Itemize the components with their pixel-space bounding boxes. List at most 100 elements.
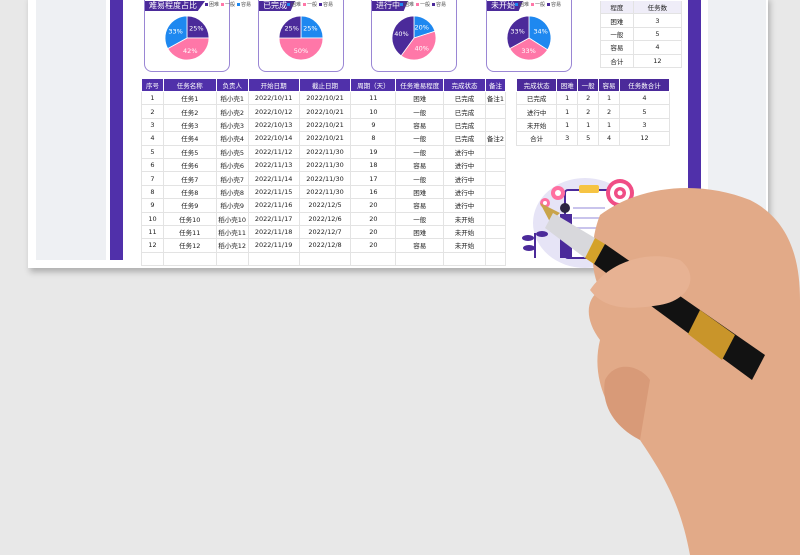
table-cell: 稻小壳1 bbox=[215, 90, 249, 106]
plant-icon bbox=[522, 231, 548, 258]
status-summary-table: 完成状态 困难 一般 容易 任务数合计 已完成 1 2 1 4 进行中 1 2 2 5 未开始 1 1 1 3 合计 3… bbox=[515, 78, 671, 146]
legend-label: 困难 bbox=[404, 2, 415, 8]
pie-slice bbox=[186, 15, 210, 39]
legend-swatch bbox=[205, 3, 208, 6]
pie-legend: 困难 一般 容易 bbox=[285, 1, 333, 9]
pie-data-label: 34% bbox=[533, 28, 547, 36]
pie-card: 已完成 困难 一般 容易 25% 50% 25% bbox=[258, 0, 344, 72]
table-cell: 合计 bbox=[515, 131, 558, 146]
legend-swatch bbox=[319, 3, 323, 6]
table-row: 10 任务10 稻小壳10 2022/11/17 2022/12/6 20 一般 未开始 bbox=[141, 211, 507, 226]
pie-slice bbox=[167, 37, 210, 61]
table-cell: 5 bbox=[577, 131, 600, 146]
legend-label: 容易 bbox=[436, 2, 447, 8]
legend-label: 困难 bbox=[519, 2, 530, 8]
pie-data-label: 20% bbox=[415, 23, 429, 31]
left-margin-panel bbox=[36, 0, 106, 260]
table-cell: 2022/10/12 bbox=[247, 104, 300, 119]
column-header: 容易 bbox=[598, 78, 620, 92]
legend-swatch bbox=[287, 3, 290, 6]
column-header: 一般 bbox=[577, 78, 600, 92]
pie-chart: 25% 50% 25% bbox=[278, 15, 324, 61]
legend-swatch bbox=[400, 3, 403, 6]
pie-legend: 困难 一般 容易 bbox=[203, 1, 251, 9]
table-row: 2 任务2 稻小壳2 2022/10/12 2022/10/21 10 一般 已完成 bbox=[141, 104, 507, 119]
table-cell: 12 bbox=[618, 131, 671, 146]
legend-swatch bbox=[416, 3, 420, 6]
table-row: 困难 3 bbox=[600, 13, 683, 28]
legend-label: 一般 bbox=[307, 2, 318, 8]
table-cell bbox=[350, 251, 397, 267]
pie-title: 未开始 bbox=[487, 1, 523, 11]
legend-label: 容易 bbox=[551, 2, 562, 8]
legend-label: 容易 bbox=[241, 2, 252, 8]
table-cell: 稻小壳10 bbox=[215, 211, 249, 226]
legend-label: 一般 bbox=[225, 2, 236, 8]
table-row: 6 任务6 稻小壳6 2022/11/13 2022/11/30 18 容易 进行中 bbox=[141, 157, 507, 173]
column-header: 任务数合计 bbox=[618, 78, 671, 92]
legend-swatch bbox=[531, 3, 535, 6]
table-cell: 4 bbox=[618, 90, 671, 106]
pie-chart: 25% 42% 33% bbox=[164, 15, 210, 61]
legend-label: 困难 bbox=[209, 2, 220, 8]
legend-label: 容易 bbox=[323, 2, 334, 8]
legend-swatch bbox=[515, 3, 518, 6]
thumb bbox=[590, 256, 691, 308]
table-row: 12 任务12 稻小壳12 2022/11/19 2022/12/8 20 容易 未开始 bbox=[141, 238, 507, 253]
column-header: 截止日期 bbox=[298, 78, 352, 92]
table-cell: 1 bbox=[556, 90, 579, 106]
legend-swatch bbox=[432, 3, 436, 6]
table-cell: 2022/10/21 bbox=[298, 104, 352, 119]
table-cell: 12 bbox=[632, 53, 683, 68]
legend-label: 困难 bbox=[291, 2, 302, 8]
legend-swatch bbox=[221, 3, 225, 6]
pen-grip bbox=[545, 213, 595, 258]
table-cell: 2022/10/21 bbox=[298, 90, 352, 106]
table-cell: 10 bbox=[350, 104, 397, 119]
pie-chart: 20% 40% 40% bbox=[391, 15, 437, 61]
legend-label: 一般 bbox=[420, 2, 431, 8]
column-header: 开始日期 bbox=[247, 78, 300, 92]
legend-label: 一般 bbox=[535, 2, 546, 8]
pie-data-label: 33% bbox=[168, 27, 182, 35]
legend-swatch bbox=[547, 3, 551, 6]
table-row: 已完成 1 2 1 4 bbox=[515, 90, 671, 106]
pie-card: 未开始 困难 一般 容易 34% 33% 33% bbox=[486, 0, 572, 72]
table-cell: 备注1 bbox=[484, 90, 507, 106]
pie-slice bbox=[278, 15, 302, 39]
pie-slice bbox=[400, 30, 437, 61]
table-cell: 5 bbox=[618, 104, 671, 119]
legend-swatch bbox=[303, 3, 307, 6]
table-cell bbox=[484, 251, 507, 267]
table-cell bbox=[298, 251, 352, 267]
pie-chart: 34% 33% 33% bbox=[506, 15, 552, 61]
table-cell: 3 bbox=[632, 13, 683, 28]
table-cell: 4 bbox=[632, 40, 683, 55]
table-cell: 2022/11/30 bbox=[298, 157, 352, 173]
table-cell: 11 bbox=[350, 90, 397, 106]
pie-title: 难易程度占比 bbox=[145, 1, 205, 11]
table-row: 1 任务1 稻小壳1 2022/10/11 2022/10/21 11 困难 已完成 备注1 bbox=[141, 90, 507, 106]
table-row: 未开始 1 1 1 3 bbox=[515, 117, 671, 133]
empty-row bbox=[141, 251, 507, 267]
pie-slice bbox=[164, 15, 188, 50]
pie-data-label: 25% bbox=[284, 25, 298, 33]
table-cell bbox=[215, 251, 249, 267]
pie-legend: 困难 一般 容易 bbox=[398, 1, 446, 9]
table-cell bbox=[484, 104, 507, 119]
table-row: 合计 12 bbox=[600, 53, 683, 68]
pie-title: 进行中 bbox=[372, 1, 408, 11]
table-row: 11 任务11 稻小壳11 2022/11/18 2022/12/7 20 困难 未开始 bbox=[141, 224, 507, 240]
legend-swatch bbox=[237, 3, 241, 6]
column-header: 备注 bbox=[484, 78, 507, 92]
pie-card: 进行中 困难 一般 容易 20% 40% 40% bbox=[371, 0, 457, 72]
pie-data-label: 50% bbox=[294, 47, 308, 55]
pie-data-label: 25% bbox=[303, 25, 317, 33]
table-cell: 稻小壳2 bbox=[215, 104, 249, 119]
pie-slice bbox=[278, 37, 324, 61]
pie-title: 已完成 bbox=[259, 1, 295, 11]
task-table: 序号 任务名称 负责人 开始日期 截止日期 周期（天） 任务难易程度 完成状态 备注 1 任务1 稻… bbox=[141, 78, 507, 267]
pie-slice bbox=[300, 15, 324, 39]
pie-data-label: 40% bbox=[415, 45, 429, 53]
